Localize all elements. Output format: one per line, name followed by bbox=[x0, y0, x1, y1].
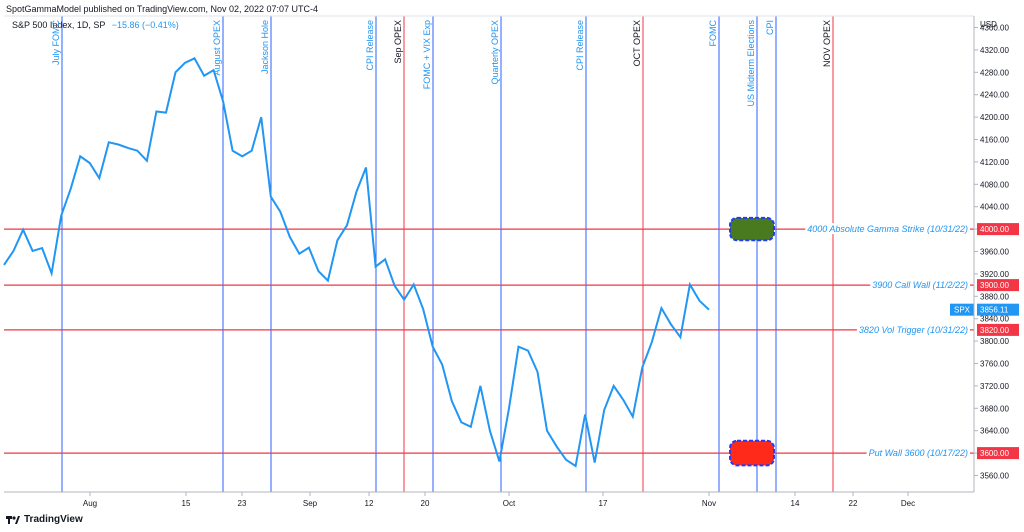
absolute-gamma-zone[interactable] bbox=[729, 216, 775, 242]
y-tick-label: 4080.00 bbox=[980, 180, 1009, 189]
footer-brand[interactable]: TradingView bbox=[24, 514, 83, 525]
y-tick-label: 3720.00 bbox=[980, 382, 1009, 391]
level-label: Put Wall 3600 (10/17/22) bbox=[869, 448, 968, 458]
x-tick-label: Aug bbox=[83, 499, 97, 508]
y-tick-label: 3560.00 bbox=[980, 472, 1009, 481]
level-price-tag bbox=[977, 279, 1019, 292]
x-tick-label: Sep bbox=[303, 499, 318, 508]
y-tick-label: 4200.00 bbox=[980, 113, 1009, 122]
level-label-bg bbox=[866, 447, 970, 459]
level-label: 3820 Vol Trigger (10/31/22) bbox=[859, 325, 968, 335]
x-tick-label: 22 bbox=[849, 499, 858, 508]
event-label: August OPEX bbox=[212, 20, 222, 76]
event-label: OCT OPEX bbox=[632, 20, 642, 66]
x-tick-label: Dec bbox=[901, 499, 915, 508]
event-label: Sep OPEX bbox=[393, 20, 403, 64]
y-tick-label: 4280.00 bbox=[980, 68, 1009, 77]
event-lines: July FOMC August OPEX Jackson Hole CPI Rele… bbox=[51, 16, 834, 492]
x-tick-label: Nov bbox=[702, 499, 716, 508]
level-price-tag bbox=[977, 223, 1019, 236]
tradingview-logo-icon bbox=[6, 515, 20, 524]
time-axis: Aug 15 23 Sep 12 20 Oct 17 Nov 14 22 Dec bbox=[83, 492, 915, 508]
y-tick-label: 4240.00 bbox=[980, 91, 1009, 100]
event-label: FOMC bbox=[708, 20, 718, 47]
y-tick-label: 4160.00 bbox=[980, 136, 1009, 145]
y-tick-label: 3680.00 bbox=[980, 404, 1009, 413]
event-label: US Midterm Elections bbox=[746, 20, 756, 107]
level-price-tag bbox=[977, 323, 1019, 336]
spx-symbol-tag bbox=[950, 303, 974, 316]
level-price-tag-text: 3600.00 bbox=[980, 449, 1009, 458]
event-label: Jackson Hole bbox=[260, 20, 270, 74]
y-tick-label: 3840.00 bbox=[980, 315, 1009, 324]
x-tick-label: 17 bbox=[599, 499, 608, 508]
highlight-boxes bbox=[729, 216, 775, 467]
level-price-tag-text: 3820.00 bbox=[980, 326, 1009, 335]
y-tick-label: 4040.00 bbox=[980, 203, 1009, 212]
x-tick-label: 23 bbox=[238, 499, 247, 508]
y-tick-label: 4120.00 bbox=[980, 158, 1009, 167]
level-label: 4000 Absolute Gamma Strike (10/31/22) bbox=[807, 224, 968, 234]
price-axis: USD 3560.00 3600.00 3640.00 3680.00 3720.00 37… bbox=[950, 20, 1019, 481]
event-label: July FOMC bbox=[51, 19, 61, 65]
x-tick-label: Oct bbox=[503, 499, 516, 508]
y-tick-label: 4320.00 bbox=[980, 46, 1009, 55]
axis-unit-label: USD bbox=[980, 20, 997, 29]
event-label: NOV OPEX bbox=[822, 20, 832, 67]
level-price-tag-text: 3900.00 bbox=[980, 281, 1009, 290]
put-wall-zone[interactable] bbox=[729, 439, 775, 467]
event-label: CPI Release bbox=[575, 20, 585, 71]
price-change: −15.86 (−0.41%) bbox=[111, 20, 179, 30]
event-label: CPI bbox=[765, 20, 775, 35]
x-tick-label: 15 bbox=[182, 499, 191, 508]
footer: TradingView bbox=[6, 514, 83, 525]
x-tick-label: 14 bbox=[791, 499, 800, 508]
level-label-bg bbox=[805, 223, 970, 235]
y-tick-label: 3880.00 bbox=[980, 292, 1009, 301]
last-price-tag-text: 3856.11 bbox=[980, 306, 1009, 315]
level-label: 3900 Call Wall (11/2/22) bbox=[872, 280, 968, 290]
y-tick-label: 3760.00 bbox=[980, 360, 1009, 369]
y-tick-label: 3960.00 bbox=[980, 248, 1009, 257]
y-tick-label: 3800.00 bbox=[980, 337, 1009, 346]
level-price-tag bbox=[977, 447, 1019, 460]
last-price-tag bbox=[977, 303, 1019, 316]
symbol-legend: S&P 500 Index, 1D, SP −15.86 (−0.41%) bbox=[12, 20, 179, 30]
publish-header: SpotGammaModel published on TradingView.… bbox=[6, 4, 319, 14]
level-label-bg bbox=[870, 279, 970, 291]
level-label-bg bbox=[856, 323, 970, 335]
x-tick-label: 20 bbox=[421, 499, 430, 508]
x-tick-label: 12 bbox=[365, 499, 374, 508]
price-line-spx bbox=[3, 56, 710, 468]
spx-symbol-tag-text: SPX bbox=[954, 306, 971, 315]
event-label: CPI Release bbox=[365, 20, 375, 71]
y-tick-label: 4360.00 bbox=[980, 24, 1009, 33]
event-label: Quarterly OPEX bbox=[490, 20, 500, 85]
symbol-name: S&P 500 Index, 1D, SP bbox=[12, 20, 106, 30]
level-price-tag-text: 4000.00 bbox=[980, 225, 1009, 234]
level-lines: 4000 Absolute Gamma Strike (10/31/22) 390… bbox=[4, 223, 974, 459]
event-label: FOMC + VIX Exp bbox=[422, 20, 432, 89]
y-tick-label: 3920.00 bbox=[980, 270, 1009, 279]
y-tick-label: 3640.00 bbox=[980, 427, 1009, 436]
